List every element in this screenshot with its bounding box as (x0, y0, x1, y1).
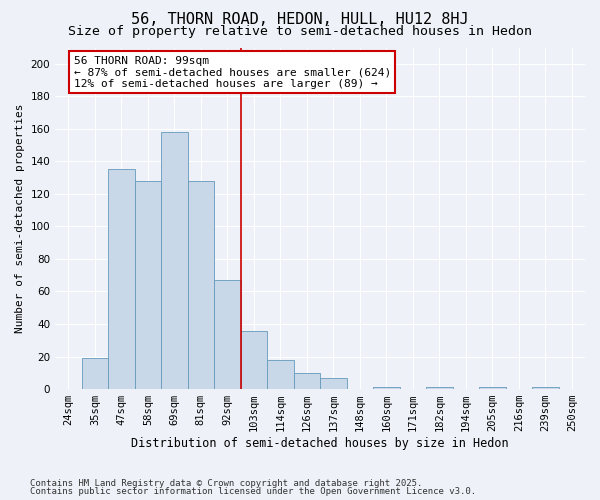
Text: Contains public sector information licensed under the Open Government Licence v3: Contains public sector information licen… (30, 487, 476, 496)
Bar (241, 330, 267, 389)
Bar (267, 360, 293, 389)
Bar (293, 373, 320, 389)
Text: Size of property relative to semi-detached houses in Hedon: Size of property relative to semi-detach… (68, 25, 532, 38)
Text: 56, THORN ROAD, HEDON, HULL, HU12 8HJ: 56, THORN ROAD, HEDON, HULL, HU12 8HJ (131, 12, 469, 28)
Bar (214, 280, 241, 389)
Bar (426, 388, 452, 389)
Bar (320, 378, 347, 389)
Bar (108, 170, 134, 389)
Bar (134, 181, 161, 389)
Y-axis label: Number of semi-detached properties: Number of semi-detached properties (15, 104, 25, 333)
Text: 56 THORN ROAD: 99sqm
← 87% of semi-detached houses are smaller (624)
12% of semi: 56 THORN ROAD: 99sqm ← 87% of semi-detac… (74, 56, 391, 89)
Bar (532, 388, 559, 389)
Bar (188, 181, 214, 389)
X-axis label: Distribution of semi-detached houses by size in Hedon: Distribution of semi-detached houses by … (131, 437, 509, 450)
Bar (161, 132, 188, 389)
Bar (373, 388, 400, 389)
Bar (82, 358, 108, 389)
Text: Contains HM Land Registry data © Crown copyright and database right 2025.: Contains HM Land Registry data © Crown c… (30, 478, 422, 488)
Bar (479, 388, 506, 389)
